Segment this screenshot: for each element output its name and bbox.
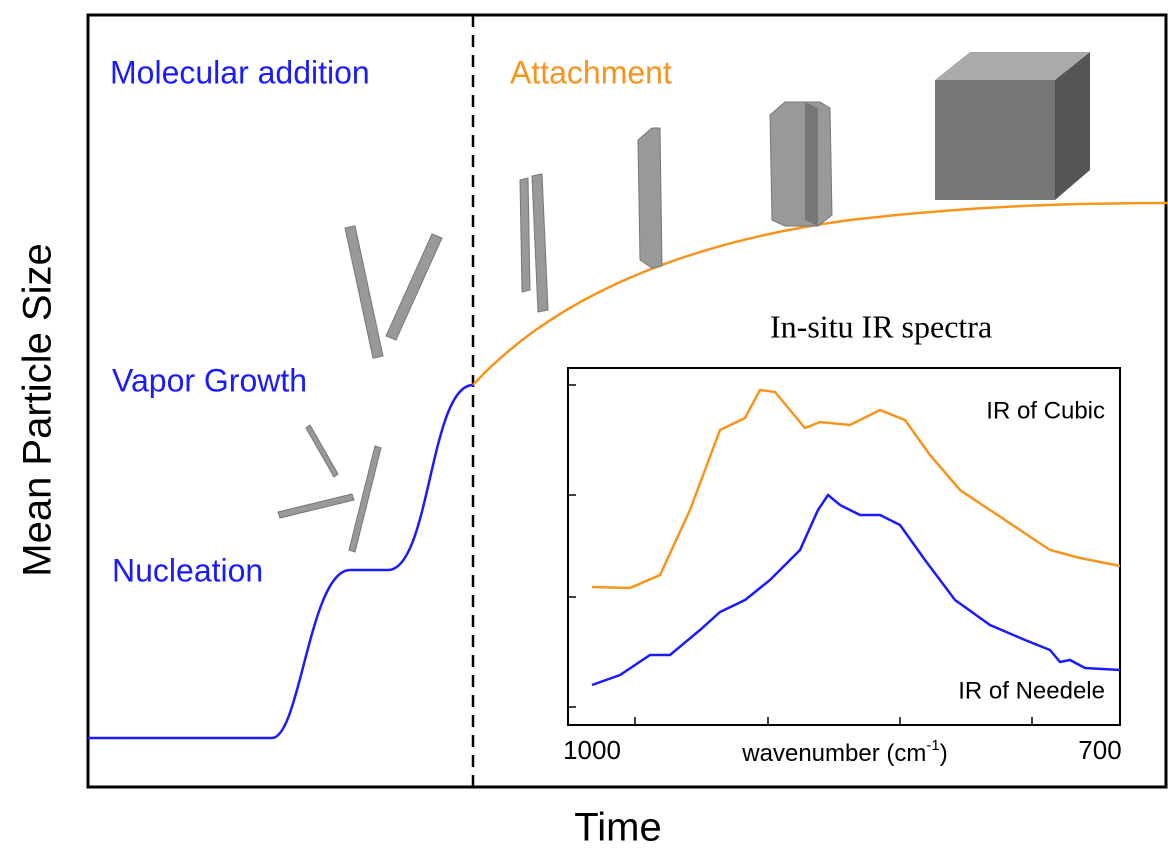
x-tick-label: 1000	[563, 735, 621, 765]
x-tick-label: 700	[1078, 735, 1121, 765]
x-axis-label: Time	[574, 806, 661, 850]
ir-needle-curve	[591, 493, 1121, 687]
frame	[86, 13, 1168, 789]
curve-label: IR of Needele	[958, 677, 1105, 704]
inset-ticks	[568, 384, 1033, 725]
stage-label: Vapor Growth	[112, 362, 307, 398]
stage-label: Nucleation	[112, 552, 263, 588]
stage-label: Molecular addition	[110, 54, 370, 90]
stage-label: Attachment	[510, 54, 672, 90]
ir-cubic-curve	[591, 388, 1121, 590]
particle-icons	[277, 52, 1090, 553]
inset-frame	[567, 367, 1121, 726]
y-axis-label: Mean Particle Size	[16, 243, 60, 576]
curve-label: IR of Cubic	[986, 397, 1105, 424]
growth-curve-molecular	[88, 383, 474, 740]
inset-x-label: wavenumber (cm-1)	[741, 737, 947, 767]
growth-curve-attachment	[472, 201, 1168, 386]
inset-title: In-situ IR spectra	[770, 308, 992, 344]
